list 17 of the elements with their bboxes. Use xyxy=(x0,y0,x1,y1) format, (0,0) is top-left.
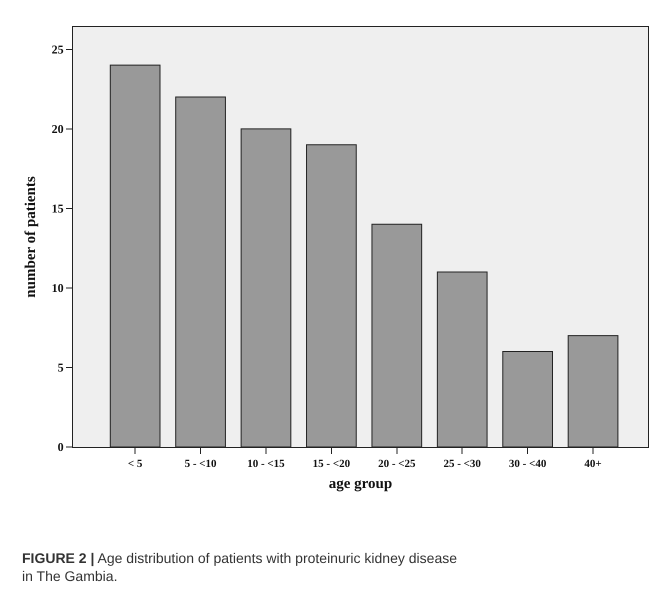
caption: FIGURE 2 | Age distribution of patients with proteinuric kidney disease in The Gambia. xyxy=(22,550,458,584)
x-axis-title: age group xyxy=(328,476,392,492)
y-tick-label: 0 xyxy=(58,440,64,454)
x-tick-label: 5 - <10 xyxy=(184,458,218,470)
x-tick-label: < 5 xyxy=(128,458,143,470)
x-tick-label: 15 - <20 xyxy=(312,458,351,470)
y-tick-label: 10 xyxy=(52,281,64,296)
y-tick-label: 25 xyxy=(52,42,64,56)
x-tick-label: 10 - <15 xyxy=(247,458,286,470)
x-tick-label: 25 - <30 xyxy=(444,458,482,470)
y-axis-title: number of patients xyxy=(22,176,39,298)
x-tick-label: 20 - <25 xyxy=(378,458,416,470)
x-tick-label: 40+ xyxy=(584,458,602,470)
y-tick-label: 20 xyxy=(52,122,64,136)
y-tick-label: 5 xyxy=(58,360,64,375)
y-tick-label: 15 xyxy=(52,202,64,216)
x-tick-label: 30 - <40 xyxy=(508,458,547,470)
